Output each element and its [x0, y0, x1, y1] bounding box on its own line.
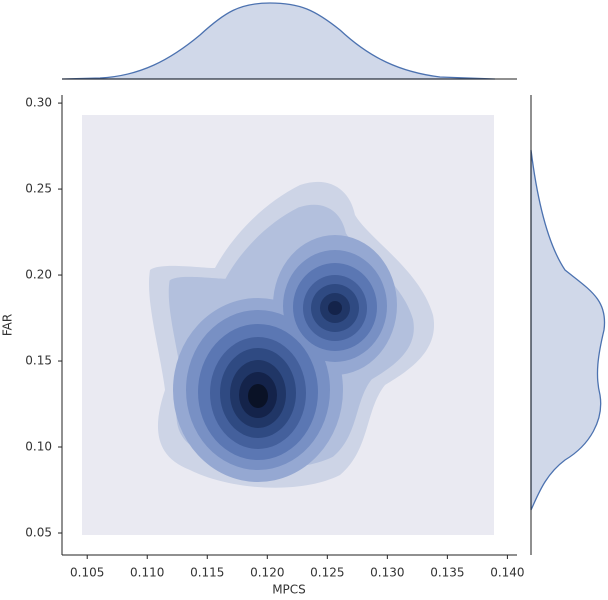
- y-tick-label: 0.10: [25, 440, 52, 454]
- y-tick-label: 0.20: [25, 268, 52, 282]
- y-tick-label: 0.30: [25, 96, 52, 110]
- y-tick-label: 0.15: [25, 354, 52, 368]
- density-contours: [148, 181, 435, 488]
- y-tick-label: 0.25: [25, 182, 52, 196]
- contour: [248, 384, 268, 408]
- x-tick-label: 0.135: [430, 566, 464, 580]
- x-tick-label: 0.105: [70, 566, 104, 580]
- y-axis-label: FAR: [1, 314, 15, 336]
- x-axis-label: MPCS: [272, 583, 306, 597]
- x-tick-label: 0.140: [490, 566, 524, 580]
- y-tick-label: 0.05: [25, 525, 52, 539]
- x-tick-label: 0.115: [190, 566, 224, 580]
- x-tick-label: 0.125: [310, 566, 344, 580]
- x-tick-label: 0.110: [130, 566, 164, 580]
- x-tick-label: 0.130: [370, 566, 404, 580]
- x-marginal-density: [61, 2, 496, 80]
- x-tick-label: 0.120: [250, 566, 284, 580]
- y-marginal-density: [530, 149, 606, 511]
